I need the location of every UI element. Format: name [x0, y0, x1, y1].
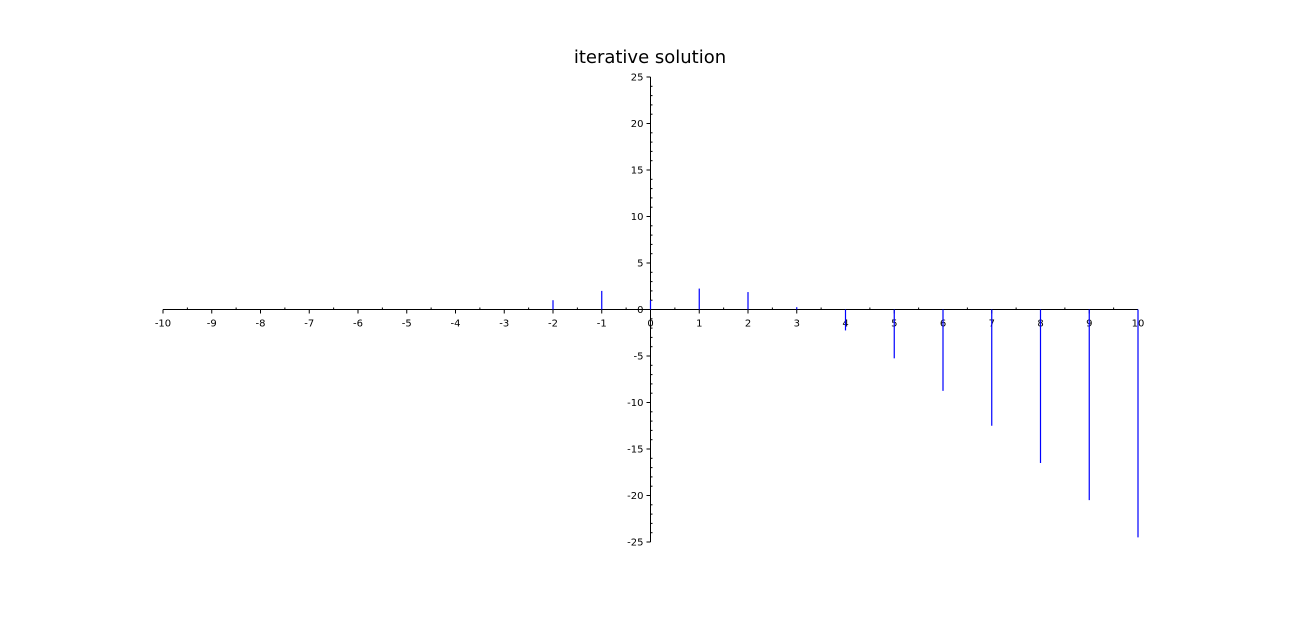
x-tick-label: -5 — [402, 319, 412, 330]
x-tick-label: -6 — [353, 319, 363, 330]
chart-title: iterative solution — [574, 47, 726, 68]
x-tick-label: 3 — [794, 319, 800, 330]
y-tick-label: -10 — [627, 398, 643, 409]
x-tick-label: -3 — [499, 319, 509, 330]
y-tick-label: -25 — [627, 538, 643, 549]
y-tick-label: -20 — [627, 491, 643, 502]
y-tick-label: 15 — [631, 166, 644, 177]
x-axis: -10-9-8-7-6-5-4-3-2-1012345678910 — [155, 307, 1144, 330]
y-tick-label: -15 — [627, 445, 643, 456]
x-tick-label: -9 — [207, 319, 217, 330]
x-tick-label: -7 — [304, 319, 314, 330]
y-axis: -25 -20 -15 -10 -5 0 5 10 15 20 25 — [627, 73, 653, 549]
y-tick-label: 20 — [631, 119, 644, 130]
x-tick-label: 2 — [745, 319, 751, 330]
y-tick-label: 25 — [631, 73, 644, 84]
x-tick-label: -1 — [597, 319, 607, 330]
x-tick-label: -2 — [548, 319, 558, 330]
x-tick-label: -4 — [451, 319, 461, 330]
y-tick-label: 5 — [637, 259, 643, 270]
y-tick-label: 0 — [637, 305, 643, 316]
x-tick-label: -10 — [155, 319, 171, 330]
y-tick-label: 10 — [631, 212, 644, 223]
y-tick-label: -5 — [634, 352, 644, 363]
x-tick-label: 1 — [696, 319, 702, 330]
stem-series — [552, 288, 1139, 538]
x-tick-label: -8 — [256, 319, 266, 330]
